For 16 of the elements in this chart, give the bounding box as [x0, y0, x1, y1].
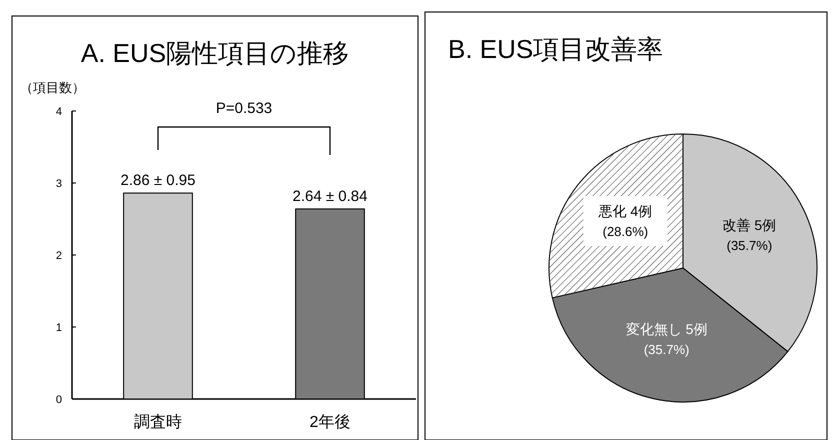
annotation: P=0.533 — [216, 100, 272, 117]
y-tick-label: 2 — [56, 250, 62, 262]
data-label: 2.64 ± 0.84 — [292, 188, 368, 205]
slice-label: 変化無し 5例 (35.7%) — [626, 320, 708, 357]
y-tick-label: 4 — [56, 106, 62, 118]
y-axis-title: （項目数） — [20, 80, 85, 95]
y-tick-label: 0 — [56, 394, 62, 406]
chart-title: B. EUS項目改善率 — [448, 34, 664, 64]
x-tick-label: 調査時 — [134, 413, 182, 431]
x-tick-label: 2年後 — [310, 413, 350, 431]
slice-label: 改善 5例 (35.7%) — [722, 217, 776, 254]
y-tick-label: 1 — [56, 322, 62, 334]
y-tick-label: 3 — [56, 178, 62, 190]
data-label: 2.86 ± 0.95 — [120, 172, 196, 190]
slice-label: 悪化 4例 (28.6%) — [598, 203, 652, 240]
chart-title: A. EUS陽性項目の推移 — [80, 38, 350, 68]
